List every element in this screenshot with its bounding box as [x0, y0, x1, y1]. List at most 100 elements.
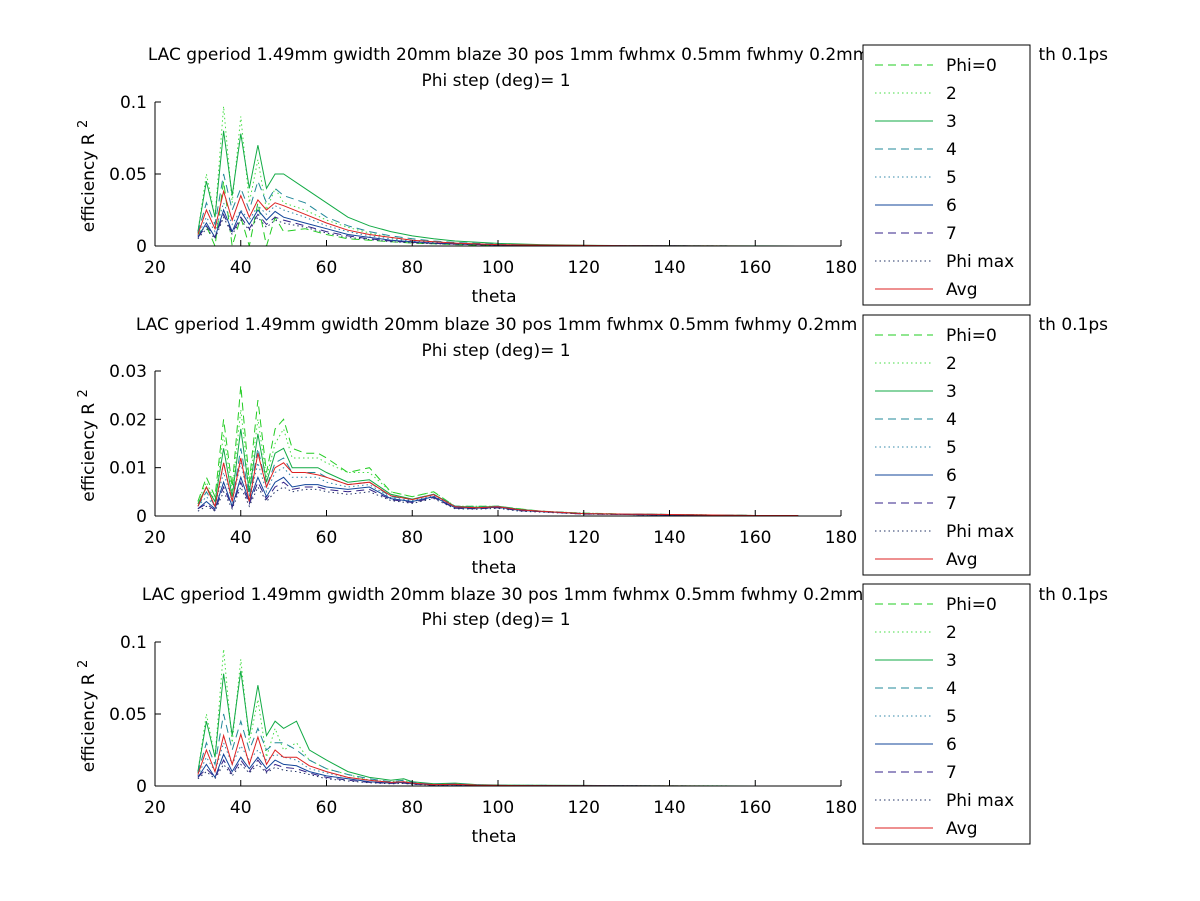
legend-label: 5 [946, 438, 957, 458]
chart-panel-2: 20 40 60 80 100 120 140 160 180 0 0.01 0.02 0.03 thet… [76, 314, 1108, 578]
x-tick-label: 40 [230, 528, 252, 548]
x-tick-label: 20 [144, 258, 166, 278]
y-tick-label: 0 [136, 507, 147, 527]
y-tick-label: 0.05 [109, 165, 147, 185]
legend: Phi=0 2 3 4 5 6 7 Phi max Avg [862, 44, 1031, 306]
legend-label: 6 [946, 735, 957, 755]
chart-subtitle: Phi step (deg)= 1 [421, 610, 570, 630]
x-tick-label: 100 [482, 528, 514, 548]
y-tick-label: 0.02 [109, 410, 147, 430]
x-tick-label: 20 [144, 798, 166, 818]
x-tick-label: 140 [653, 528, 685, 548]
plot-area [155, 102, 841, 246]
x-tick-label: 180 [825, 258, 857, 278]
y-tick-label: 0.01 [109, 459, 147, 479]
x-tick-label: 160 [739, 798, 771, 818]
legend-label: 4 [946, 679, 957, 699]
x-tick-label: 140 [653, 258, 685, 278]
legend-label: 7 [946, 224, 957, 244]
chart-title: LAC gperiod 1.49mm gwidth 20mm blaze 30 … [142, 585, 954, 605]
x-tick-label: 20 [144, 528, 166, 548]
y-tick-label: 0.03 [109, 362, 147, 382]
legend-box [862, 314, 1031, 576]
x-tick-label: 180 [825, 798, 857, 818]
chart-panel-3: 20 40 60 80 100 120 140 160 180 0 0.05 0.1 theta effi… [76, 583, 1108, 847]
x-tick-label: 180 [825, 528, 857, 548]
y-tick-label: 0.05 [109, 705, 147, 725]
x-tick-label: 80 [401, 798, 423, 818]
panels: 20 40 60 80 100 120 140 160 18000.050.1thetaeffi… [76, 44, 1108, 847]
x-axis-label: theta [472, 287, 517, 307]
x-tick-label: 60 [316, 798, 338, 818]
y-tick-label: 0 [136, 777, 147, 797]
chart-subtitle: Phi step (deg)= 1 [421, 341, 570, 361]
legend-label: 4 [946, 410, 957, 430]
legend-label: 5 [946, 707, 957, 727]
legend-label: 2 [946, 354, 957, 374]
legend-label: 2 [946, 84, 957, 104]
legend-label: Phi=0 [946, 56, 997, 76]
series-line-4 [197, 173, 799, 247]
plot-area [155, 642, 841, 786]
plot-area [155, 371, 841, 516]
legend-label: 4 [946, 140, 957, 160]
legend: Phi=0 2 3 4 5 6 7 Phi max Avg [862, 583, 1031, 845]
y-axis-label-superscript: 2 [76, 660, 91, 668]
y-axis-label: efficiency R 2 [76, 389, 99, 502]
x-tick-label: 160 [739, 258, 771, 278]
chart-title: LAC gperiod 1.49mm gwidth 20mm blaze 30 … [136, 315, 948, 335]
x-axis-label: theta [472, 827, 517, 847]
x-tick-label: 120 [568, 798, 600, 818]
legend-label: 5 [946, 168, 957, 188]
x-tick-label: 100 [482, 798, 514, 818]
legend-label: 7 [946, 494, 957, 514]
x-tick-label: 60 [316, 528, 338, 548]
y-tick-label: 0.1 [120, 93, 147, 113]
y-axis-label: efficiency R 2 [76, 660, 99, 773]
legend-label: Avg [946, 819, 978, 839]
legend-label: Phi=0 [946, 595, 997, 615]
series-line-7 [197, 480, 799, 516]
chart-panel-1: 20 40 60 80 100 120 140 160 180 0 0.05 0.1 theta effi… [76, 44, 1108, 307]
legend-box [862, 583, 1031, 845]
legend-box [862, 44, 1031, 306]
chart-title-tail: th 0.1ps [1038, 315, 1108, 335]
legend: Phi=0 2 3 4 5 6 7 Phi max Avg [862, 314, 1031, 576]
x-tick-label: 60 [316, 258, 338, 278]
legend-label: Phi max [946, 252, 1014, 272]
x-tick-label: 160 [739, 528, 771, 548]
y-axis-label-text: efficiency R [79, 398, 99, 502]
legend-label: 2 [946, 623, 957, 643]
chart-title-tail: th 0.1ps [1038, 585, 1108, 605]
legend-label: 3 [946, 651, 957, 671]
y-axis-label-superscript: 2 [76, 120, 91, 128]
legend-label: Avg [946, 280, 978, 300]
y-axis-label-superscript: 2 [76, 389, 91, 397]
y-axis-label-text: efficiency R [79, 128, 99, 232]
y-tick-label: 0 [136, 237, 147, 257]
x-tick-label: 80 [401, 258, 423, 278]
x-tick-label: 120 [568, 258, 600, 278]
y-axis-label: efficiency R 2 [76, 120, 99, 233]
legend-label: 6 [946, 466, 957, 486]
x-tick-label: 40 [230, 798, 252, 818]
x-tick-label: 80 [401, 528, 423, 548]
legend-label: 7 [946, 763, 957, 783]
x-tick-label: 100 [482, 258, 514, 278]
chart-title: LAC gperiod 1.49mm gwidth 20mm blaze 30 … [148, 45, 960, 65]
legend-label: 3 [946, 112, 957, 132]
legend-label: Avg [946, 550, 978, 570]
legend-label: 6 [946, 196, 957, 216]
legend-label: Phi=0 [946, 326, 997, 346]
chart-subtitle: Phi step (deg)= 1 [421, 71, 570, 91]
y-tick-label: 0.1 [120, 633, 147, 653]
x-tick-label: 40 [230, 258, 252, 278]
y-axis-label-text: efficiency R [79, 668, 99, 772]
legend-label: Phi max [946, 791, 1014, 811]
x-tick-label: 120 [568, 528, 600, 548]
x-axis-label: theta [472, 558, 517, 578]
legend-label: 3 [946, 382, 957, 402]
legend-label: Phi max [946, 522, 1014, 542]
chart-title-tail: th 0.1ps [1038, 45, 1108, 65]
